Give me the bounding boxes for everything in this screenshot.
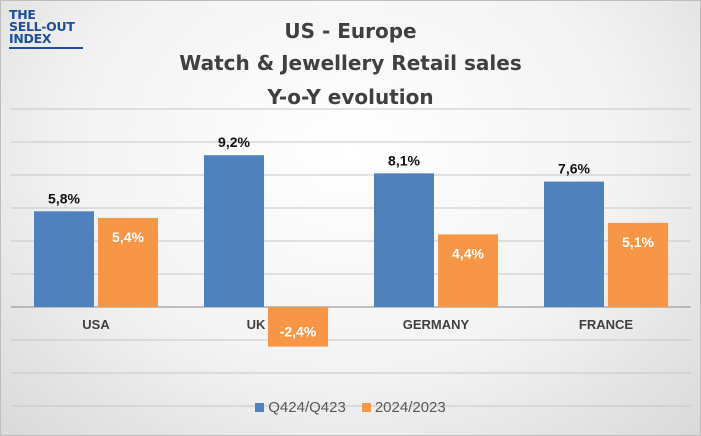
legend-item-series-1: Q424/Q423 <box>255 399 346 416</box>
legend-label-series-1: Q424/Q423 <box>268 399 346 416</box>
sell-out-index-logo: THE SELL-OUT INDEX <box>9 7 87 49</box>
data-label: 4,4% <box>452 245 484 261</box>
bar-usa-series-1 <box>34 211 94 307</box>
data-label: 5,1% <box>622 234 654 250</box>
bar-germany-series-2 <box>438 234 498 307</box>
chart-title-line-2: Watch & Jewellery Retail sales <box>179 51 522 75</box>
category-label: UK <box>247 317 266 332</box>
data-label: 7,6% <box>558 161 590 177</box>
logo-underline <box>9 47 83 49</box>
data-label: 8,1% <box>388 152 420 168</box>
bar-france-series-1 <box>544 181 604 307</box>
chart-title-line-3: Y-o-Y evolution <box>267 85 434 109</box>
legend-item-series-2: 2024/2023 <box>361 399 446 416</box>
bar-uk-series-1 <box>204 155 264 307</box>
bar-france-series-2 <box>608 222 668 307</box>
legend-swatch-series-2 <box>361 403 371 412</box>
logo-line-3: INDEX <box>9 31 52 46</box>
data-label: 5,8% <box>48 190 80 206</box>
chart-legend: Q424/Q423 2024/2023 <box>1 399 700 416</box>
category-label: GERMANY <box>403 317 470 332</box>
bar-uk-series-2 <box>268 307 328 347</box>
chart-title-line-1: US - Europe <box>284 19 417 43</box>
bar-usa-series-2 <box>98 217 158 307</box>
category-label: FRANCE <box>579 317 633 332</box>
legend-label-series-2: 2024/2023 <box>374 399 446 416</box>
bar-germany-series-1 <box>374 173 434 307</box>
logo-line-1: THE <box>9 7 36 22</box>
data-label: 9,2% <box>218 134 250 150</box>
logo-line-2: SELL-OUT <box>9 19 75 34</box>
data-label: 5,4% <box>112 229 144 245</box>
legend-swatch-series-1 <box>255 403 265 412</box>
category-label: USA <box>82 317 110 332</box>
data-label: -2,4% <box>280 324 317 340</box>
